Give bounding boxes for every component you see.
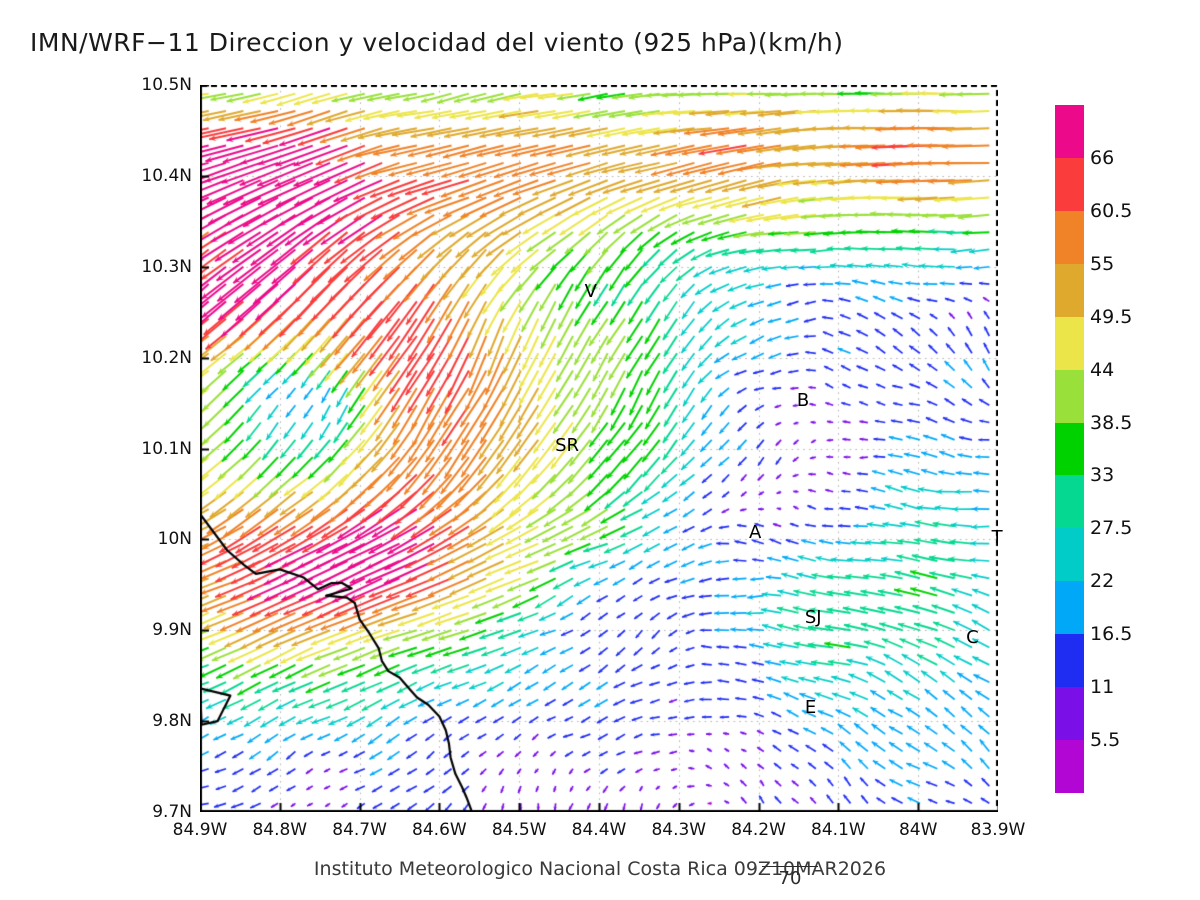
colorbar-tick-label: 66	[1090, 146, 1115, 169]
plot-area	[200, 85, 998, 812]
reference-vector-label: 70	[778, 868, 802, 889]
x-axis-tick-label: 84.2W	[731, 820, 786, 840]
colorbar-tick-label: 22	[1090, 570, 1115, 593]
colorbar-band	[1055, 634, 1084, 688]
colorbar-labels: 5.5 11 16.5 22 27.5 33 38.5 44 49.5 55 60.5 66	[1090, 105, 1180, 793]
colorbar-band	[1055, 581, 1084, 635]
x-axis-tick-label: 84.8W	[252, 820, 308, 840]
colorbar-tick-label: 55	[1090, 252, 1115, 275]
colorbar-tick-label: 16.5	[1090, 623, 1133, 646]
colorbar-band	[1055, 422, 1084, 476]
reference-vector-key: 70	[762, 866, 818, 889]
y-axis-tick-label: 9.8N	[152, 711, 192, 732]
y-axis-tick-label: 10.4N	[141, 165, 192, 186]
colorbar-band	[1055, 740, 1084, 793]
y-axis-tick-label: 10.1N	[141, 438, 192, 459]
y-axis-tick-label: 9.9N	[152, 620, 192, 641]
y-axis-tick-label: 9.7N	[152, 802, 192, 822]
colorbar-tick-label: 60.5	[1090, 199, 1133, 222]
colorbar-band	[1055, 316, 1084, 370]
x-axis-tick-label: 83.9W	[970, 820, 1026, 840]
wind-vector-field	[200, 85, 998, 812]
reference-vector-line	[762, 866, 818, 867]
source-caption: Instituto Meteorologico Nacional Costa R…	[313, 858, 887, 880]
colorbar-band	[1055, 210, 1084, 264]
x-axis-tick-label: 84W	[898, 820, 938, 840]
colorbar-band	[1055, 369, 1084, 423]
colorbar-tick-label: 11	[1090, 676, 1115, 699]
x-axis-tick-label: 84.9W	[172, 820, 228, 840]
x-axis-tick-label: 84.5W	[491, 820, 547, 840]
colorbar-tick-label: 38.5	[1090, 411, 1133, 434]
y-axis-tick-label: 10.2N	[141, 347, 192, 368]
x-axis-tick-label: 84.7W	[332, 820, 387, 840]
x-axis-tick-label: 84.6W	[412, 820, 467, 840]
y-axis-tick-label: 10.5N	[141, 75, 192, 95]
colorbar-band	[1055, 263, 1084, 317]
colorbar-tick-label: 5.5	[1090, 729, 1121, 752]
colorbar-band	[1055, 157, 1084, 211]
colorbar	[1055, 105, 1084, 793]
y-axis-tick-label: 10.3N	[141, 256, 192, 277]
chart-title: IMN/WRF−11 Direccion y velocidad del vie…	[30, 28, 844, 57]
colorbar-band	[1055, 105, 1084, 158]
colorbar-tick-label: 33	[1090, 464, 1115, 487]
x-axis-tick-label: 84.4W	[571, 820, 627, 840]
y-axis-tick-label: 10N	[157, 529, 192, 550]
colorbar-band	[1055, 528, 1084, 582]
x-axis-tick-label: 84.3W	[651, 820, 707, 840]
x-axis-tick-label: 84.1W	[811, 820, 866, 840]
colorbar-tick-label: 44	[1090, 358, 1115, 381]
colorbar-tick-label: 49.5	[1090, 305, 1133, 328]
colorbar-band	[1055, 687, 1084, 741]
colorbar-band	[1055, 475, 1084, 529]
colorbar-tick-label: 27.5	[1090, 517, 1133, 540]
